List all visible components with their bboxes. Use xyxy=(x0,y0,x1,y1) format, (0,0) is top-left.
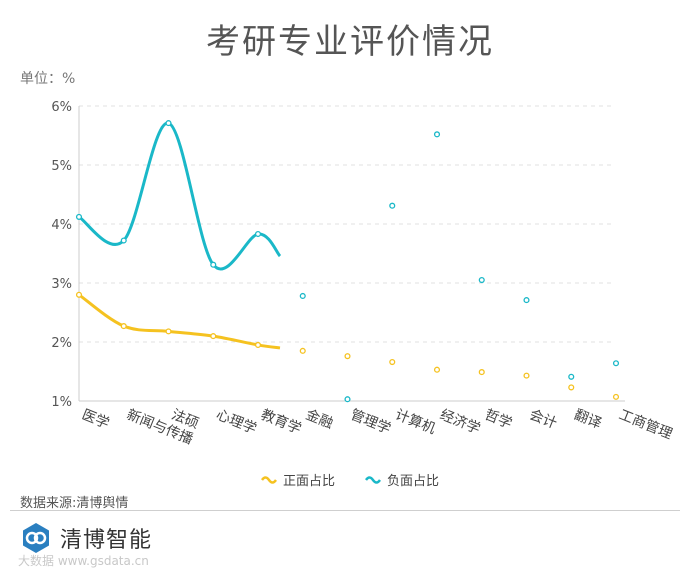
x-tick-label: 会计 xyxy=(527,407,559,432)
x-tick-label: 经济学 xyxy=(438,407,483,438)
x-tick-label: 计算机 xyxy=(393,407,438,438)
watermark: 大数据 www.gsdata.cn xyxy=(18,554,149,568)
data-point[interactable] xyxy=(433,131,441,138)
series-line-positive xyxy=(78,293,281,350)
data-point[interactable] xyxy=(165,120,172,127)
wave-icon xyxy=(260,475,277,484)
data-point[interactable] xyxy=(210,261,217,268)
data-point[interactable] xyxy=(75,291,83,298)
data-point[interactable] xyxy=(389,359,396,366)
data-point[interactable] xyxy=(433,366,441,373)
data-point[interactable] xyxy=(120,323,127,330)
data-point[interactable] xyxy=(389,202,396,209)
x-tick-label: 翻译 xyxy=(572,407,604,432)
x-tick-label: 金融 xyxy=(303,407,335,432)
data-point[interactable] xyxy=(523,297,530,304)
divider xyxy=(10,510,680,511)
x-tick-label: 医学 xyxy=(80,407,112,432)
data-point[interactable] xyxy=(612,393,620,400)
x-tick-label: 教育学 xyxy=(259,407,304,438)
data-point[interactable] xyxy=(254,341,262,349)
data-point[interactable] xyxy=(568,384,575,391)
legend-item-positive[interactable]: 正面占比 xyxy=(260,470,335,489)
brand: 清博智能 xyxy=(20,522,152,554)
y-tick-label: 2% xyxy=(51,336,72,351)
legend: 正面占比 负面占比 xyxy=(0,470,700,489)
chart-title: 考研专业评价情况 xyxy=(206,22,494,62)
brand-name: 清博智能 xyxy=(60,528,153,553)
data-point[interactable] xyxy=(523,372,530,379)
data-point[interactable] xyxy=(568,373,575,380)
data-point[interactable] xyxy=(612,360,620,367)
data-point[interactable] xyxy=(210,333,217,340)
x-tick-label: 工商管理 xyxy=(617,407,675,443)
y-tick-label: 6% xyxy=(51,100,72,115)
legend-item-negative[interactable]: 负面占比 xyxy=(365,470,439,489)
data-point[interactable] xyxy=(299,292,306,300)
data-point[interactable] xyxy=(478,276,485,284)
y-tick-label: 1% xyxy=(51,395,72,410)
series-line-negative xyxy=(78,121,282,271)
data-source: 数据来源:清博舆情 xyxy=(20,496,129,511)
x-tick-label: 心理学 xyxy=(214,407,259,438)
y-tick-label: 4% xyxy=(51,218,72,233)
legend-label-positive: 正面占比 xyxy=(282,474,335,489)
unit-label: 单位：% xyxy=(20,71,76,87)
data-point[interactable] xyxy=(344,396,351,403)
y-tick-label: 3% xyxy=(51,277,72,292)
qingbo-logo-icon xyxy=(23,523,49,553)
wave-icon xyxy=(365,475,381,484)
data-point[interactable] xyxy=(344,353,351,360)
data-point[interactable] xyxy=(120,237,127,244)
data-point[interactable] xyxy=(478,369,485,376)
data-point[interactable] xyxy=(165,328,172,335)
data-point[interactable] xyxy=(254,230,262,238)
data-point[interactable] xyxy=(75,213,83,220)
data-point[interactable] xyxy=(299,347,306,354)
y-tick-label: 5% xyxy=(51,159,72,174)
x-tick-label: 管理学 xyxy=(348,407,393,438)
x-tick-label: 哲学 xyxy=(482,407,514,432)
legend-label-negative: 负面占比 xyxy=(387,474,440,489)
